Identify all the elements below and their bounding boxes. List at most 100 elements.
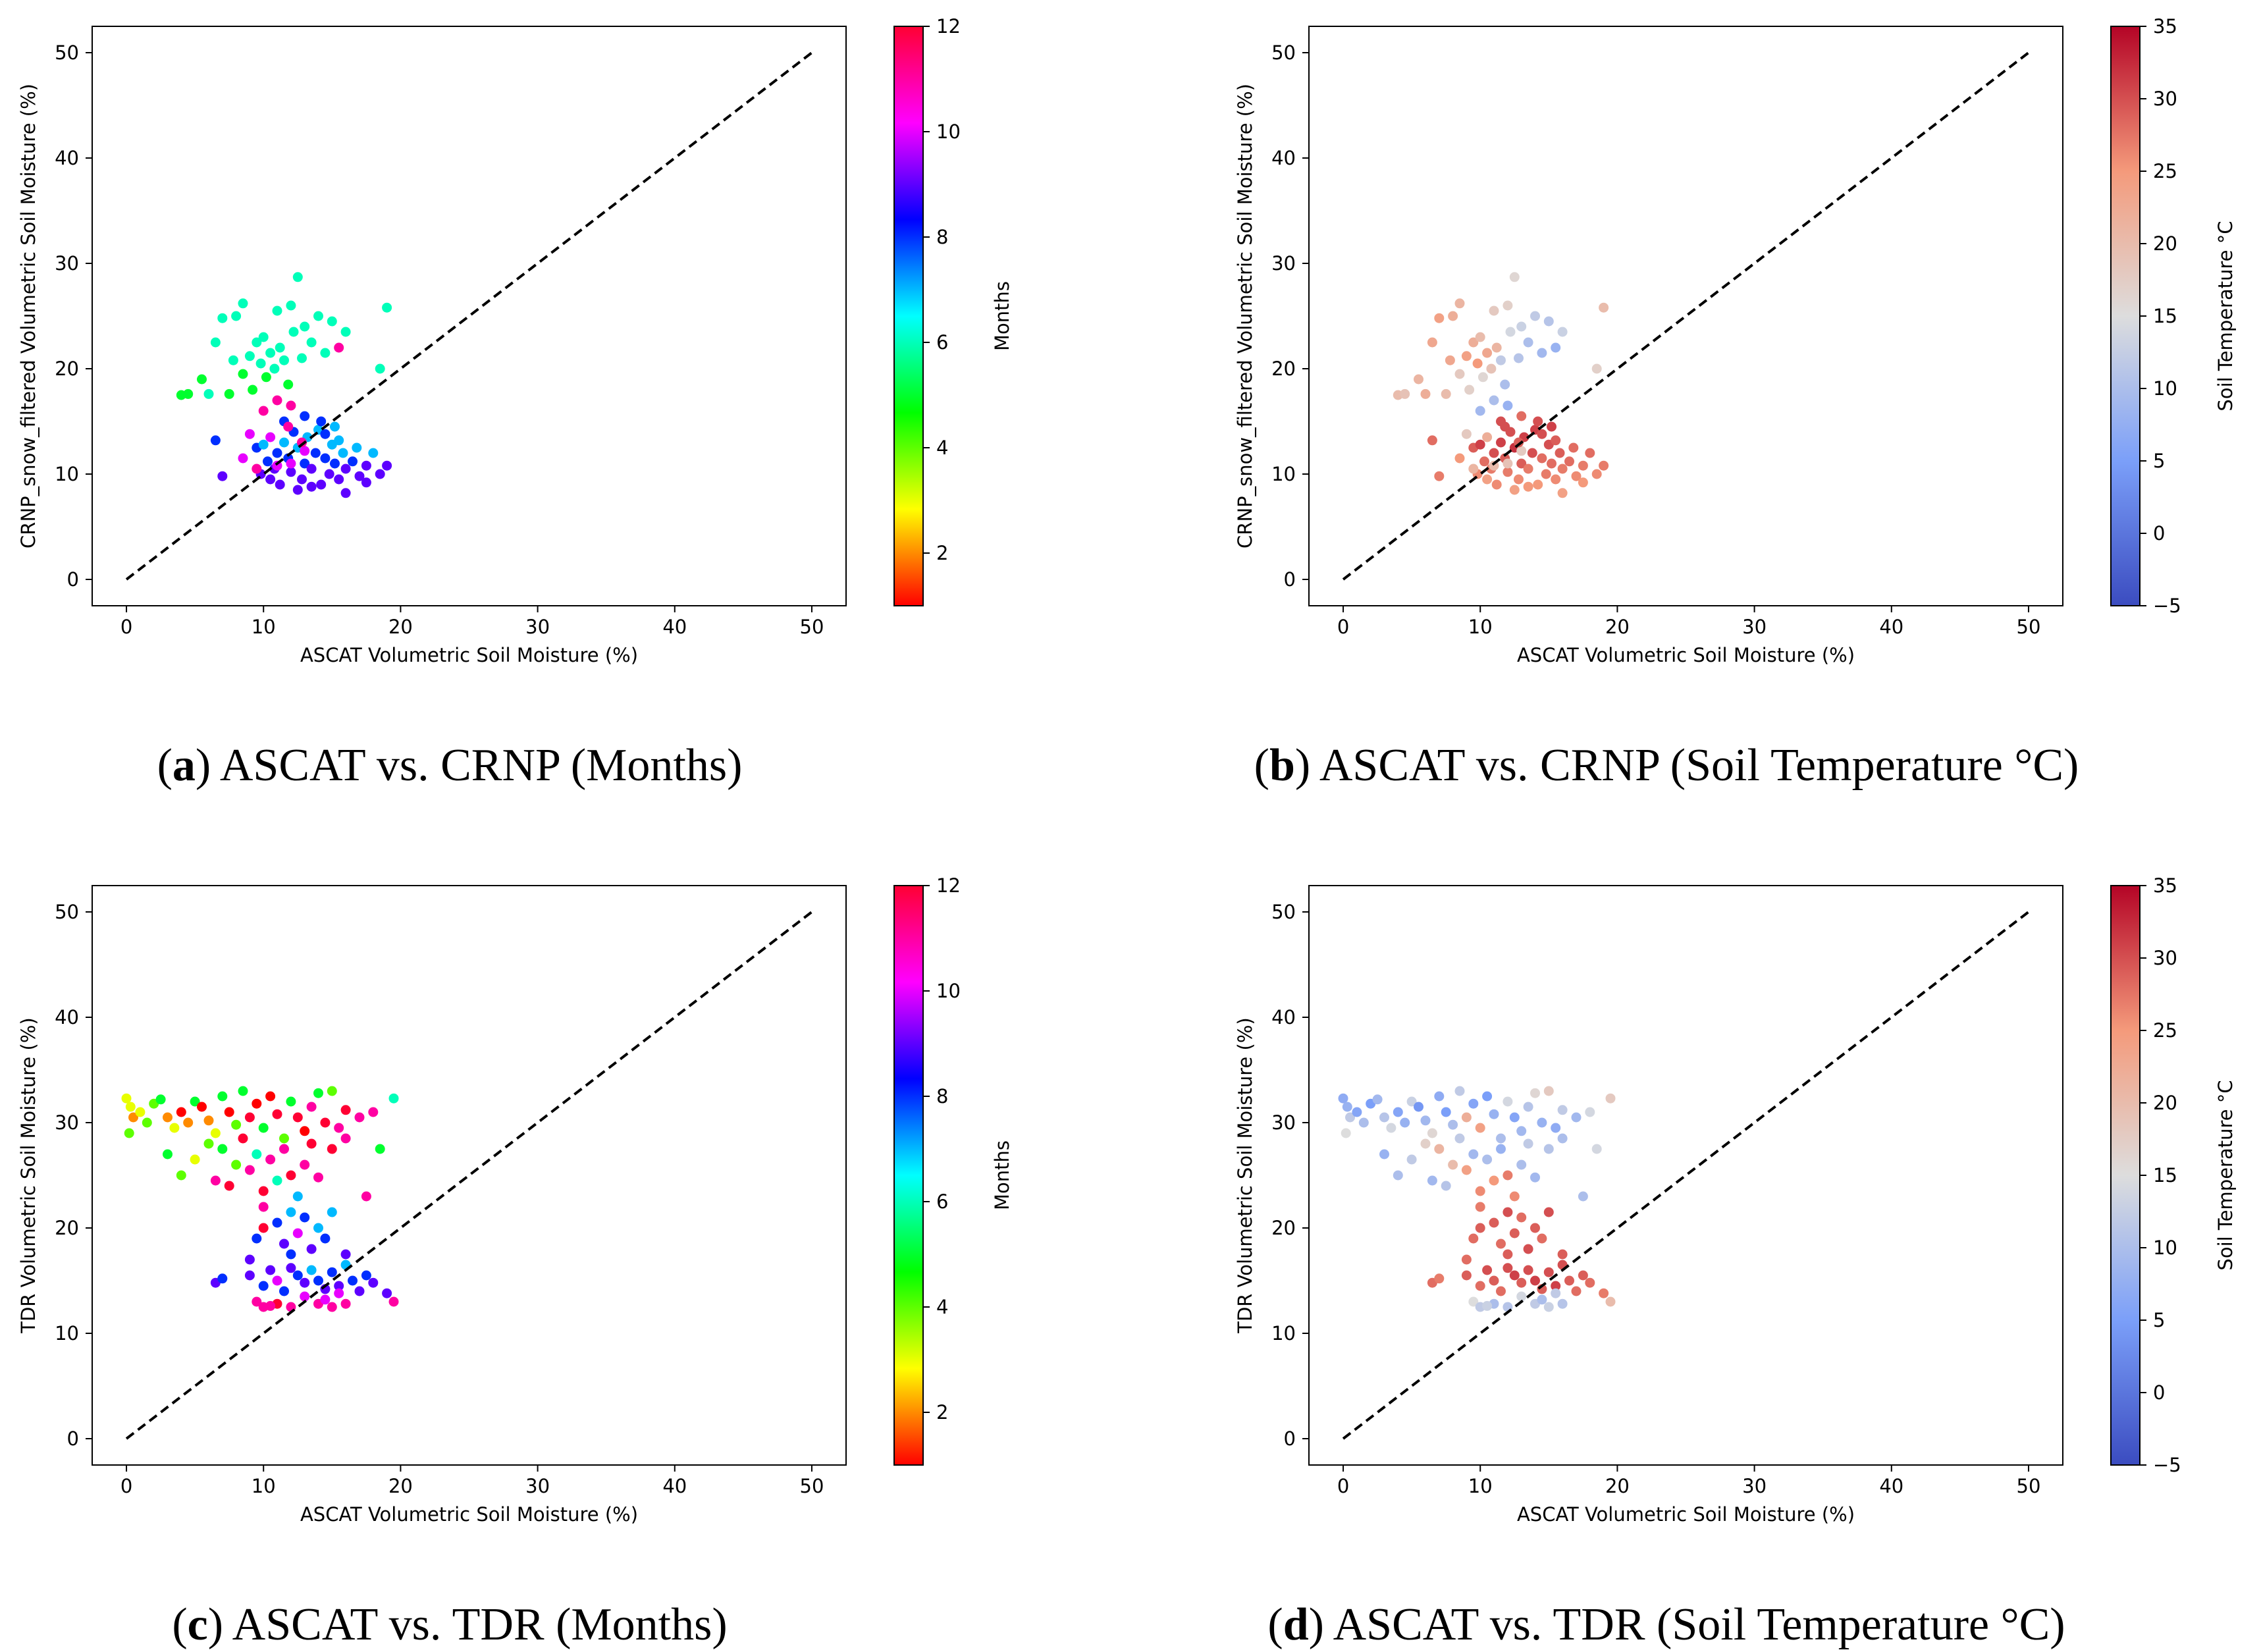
data-point (279, 437, 289, 448)
data-point (1406, 1154, 1417, 1165)
data-point (1537, 1233, 1547, 1244)
data-point (1491, 342, 1502, 353)
data-point (1500, 379, 1510, 390)
data-point (1509, 272, 1520, 282)
data-point (1523, 1138, 1533, 1149)
data-point (297, 474, 307, 485)
data-point (1489, 1109, 1499, 1119)
data-point (258, 1281, 269, 1291)
colorbar-tick-label: 8 (936, 1085, 948, 1107)
colorbar-label: Months (991, 1140, 1013, 1210)
data-point (272, 1217, 282, 1228)
data-point (1516, 1126, 1527, 1136)
panel-a: 0 10 20 30 40 50 0 10 20 30 40 50 ASCAT Volumetric S… (17, 15, 1013, 791)
data-point (1543, 1207, 1554, 1217)
data-point (334, 1288, 344, 1298)
data-point (286, 1096, 296, 1107)
colorbar-tick-label: 35 (2153, 874, 2177, 897)
one-to-one-line (1342, 51, 2030, 581)
data-point (292, 1270, 303, 1281)
data-point (197, 1102, 207, 1112)
data-point (1379, 1112, 1389, 1123)
data-point (1482, 1154, 1493, 1165)
data-point (1541, 469, 1551, 479)
data-point (1523, 337, 1533, 348)
scatter-points (121, 1086, 399, 1312)
one-to-one-line (125, 911, 813, 1440)
data-point (1585, 1107, 1595, 1117)
data-point (382, 302, 392, 313)
data-point (334, 342, 344, 353)
data-point (1393, 1170, 1403, 1181)
data-point (327, 316, 337, 327)
data-point (1578, 477, 1588, 488)
data-point (269, 363, 280, 374)
data-point (1491, 479, 1502, 490)
data-point (1434, 471, 1445, 481)
x-tick-label: 10 (252, 1475, 276, 1497)
data-point (261, 372, 271, 383)
data-point (1505, 327, 1516, 337)
y-tick-label: 50 (1271, 41, 1296, 64)
x-tick-label: 10 (1468, 616, 1493, 638)
data-point (1523, 481, 1533, 492)
x-tick-label: 0 (1337, 616, 1349, 638)
data-point (327, 1207, 337, 1217)
y-tick-label: 20 (1271, 358, 1296, 380)
colorbar-tick-label: −5 (2153, 595, 2181, 617)
colorbar-tick-label: −5 (2153, 1454, 2181, 1476)
caption-paren: ( (1267, 1599, 1283, 1650)
data-point (340, 327, 351, 337)
data-point (1448, 1119, 1458, 1130)
data-point (320, 348, 331, 358)
data-point (1514, 353, 1524, 363)
data-point (238, 1133, 248, 1144)
data-point (1464, 385, 1475, 395)
data-point (313, 1172, 323, 1183)
colorbar-tick-label: 10 (936, 120, 961, 143)
data-point (283, 379, 294, 390)
y-tick-label: 10 (1271, 463, 1296, 485)
y-axis-label: TDR Volumetric Soil Moisture (%) (1234, 1017, 1256, 1333)
y-tick-label: 0 (67, 1427, 79, 1450)
data-point (210, 1175, 221, 1186)
data-point (334, 474, 344, 485)
data-point (1591, 469, 1602, 479)
data-point (283, 421, 294, 432)
data-point (1599, 302, 1609, 313)
data-point (142, 1117, 152, 1128)
x-tick-label: 20 (1605, 1475, 1630, 1497)
caption-letter: a (173, 740, 196, 791)
data-point (275, 479, 285, 490)
data-point (1477, 372, 1488, 383)
data-point (320, 453, 331, 464)
data-point (1509, 1112, 1520, 1123)
data-point (265, 348, 276, 358)
data-point (1578, 1270, 1588, 1281)
colorbar-tick-label: 10 (936, 980, 961, 1002)
data-point (121, 1093, 132, 1104)
y-tick-label: 10 (55, 463, 79, 485)
panel-caption: (c) ASCAT vs. TDR (Months) (172, 1599, 727, 1650)
y-tick-label: 40 (55, 1006, 79, 1028)
data-point (1530, 1088, 1540, 1098)
data-point (313, 1275, 323, 1286)
colorbar-tick-label: 25 (2153, 160, 2177, 182)
data-point (334, 1281, 344, 1291)
y-tick-label: 40 (1271, 1006, 1296, 1028)
data-point (244, 1254, 255, 1265)
x-tick-label: 30 (525, 616, 550, 638)
caption-title: ) ASCAT vs. TDR (Soil Temperature °C) (1309, 1599, 2065, 1650)
data-point (272, 1109, 282, 1119)
x-tick-label: 40 (662, 1475, 687, 1497)
data-point (1564, 456, 1574, 467)
data-point (1468, 1296, 1479, 1307)
x-tick-label: 40 (1879, 1475, 1903, 1497)
data-point (361, 460, 371, 471)
data-point (1516, 458, 1527, 469)
data-point (330, 458, 340, 469)
data-point (1461, 351, 1472, 361)
